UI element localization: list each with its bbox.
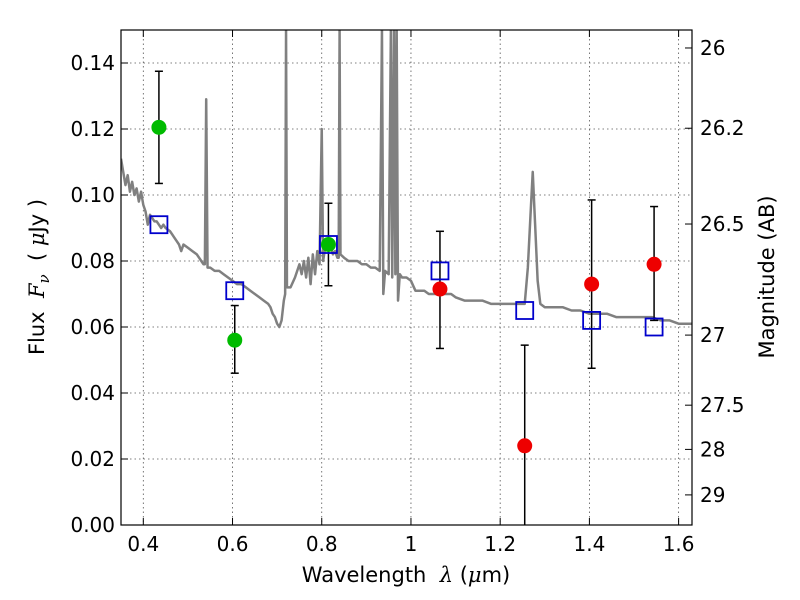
y-tick-label: 0.08 [70, 249, 115, 273]
model-photometry-square [149, 215, 169, 235]
model-photometry-square [582, 310, 602, 330]
x-tick-label: 0.6 [217, 532, 249, 556]
y-tick-label: 0.00 [70, 513, 115, 537]
x-tick-label: 1.2 [484, 532, 516, 556]
model-photometry-square [319, 235, 338, 254]
y-tick-label: 0.06 [70, 315, 115, 339]
tick-labels: 0.4 0.6 0.8 1 1.2 1.4 1.6 0.00 0.02 0.04 0.06 0.08 0… [70, 36, 744, 556]
x-tick-label: 1.6 [663, 532, 695, 556]
observed-point-green [320, 237, 336, 252]
mag-tick-label: 27 [700, 323, 725, 347]
y-tick-label: 0.02 [70, 447, 115, 471]
model-photometry-square [515, 301, 535, 320]
x-tick-label: 1 [405, 532, 418, 556]
mag-tick-label: 27.5 [700, 393, 745, 417]
y-tick-label: 0.10 [70, 183, 115, 207]
observed-point-red [517, 438, 533, 454]
y-tick-label: 0.14 [70, 51, 115, 75]
x-tick-label: 0.4 [127, 532, 159, 556]
x-tick-label: 0.8 [306, 532, 338, 556]
observed-point-red [432, 281, 448, 297]
plot-frame [120, 29, 693, 526]
model-photometry-square [430, 261, 450, 281]
mag-tick-label: 26.5 [700, 212, 745, 236]
observed-point-green [227, 332, 243, 348]
model-spectrum-layer [121, 30, 692, 329]
mag-tick-label: 28 [700, 437, 725, 461]
observed-point-green [151, 119, 167, 135]
model-photometry-layer [149, 215, 664, 337]
x-tick-label: 1.4 [573, 532, 605, 556]
model-spectrum-line [121, 30, 692, 329]
mag-tick-label: 26 [700, 36, 725, 60]
grid-lines [121, 30, 692, 526]
model-photometry-square [644, 317, 664, 337]
mag-tick-label: 26.2 [700, 116, 745, 140]
observed-points-layer [151, 119, 662, 454]
x-axis-label: Wavelength λ (μm) [302, 563, 510, 587]
observed-point-red [646, 256, 662, 272]
mag-tick-label: 29 [700, 483, 725, 507]
y-tick-label: 0.12 [70, 117, 115, 141]
y-tick-label: 0.04 [70, 381, 115, 405]
observed-point-red [584, 276, 600, 292]
y-axis-label: Flux Fν ( μJy ) [25, 199, 53, 355]
axis-ticks [121, 30, 692, 526]
model-photometry-square [225, 281, 245, 301]
y2-axis-label: Magnitude (AB) [755, 195, 779, 358]
